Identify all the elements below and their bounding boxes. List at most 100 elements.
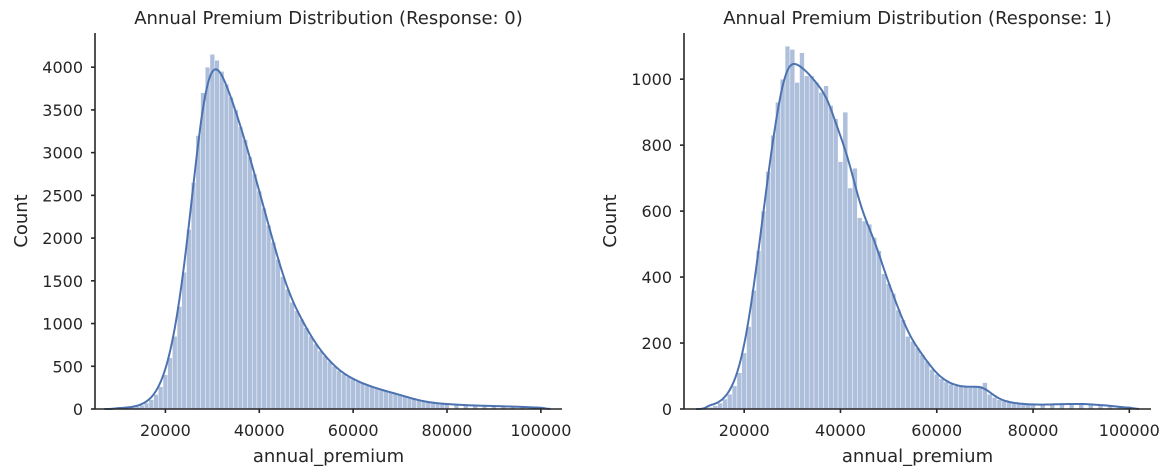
y-tick-label: 400 xyxy=(641,268,672,287)
histogram-bar xyxy=(205,66,211,410)
histogram-bar xyxy=(953,385,959,410)
histogram-bar xyxy=(727,393,733,410)
histogram-bar xyxy=(813,82,819,410)
histogram-bar xyxy=(943,381,949,410)
histogram-bar xyxy=(905,336,911,410)
histogram-bar xyxy=(374,388,380,410)
histogram-bar xyxy=(861,220,868,410)
histogram-bar xyxy=(852,168,858,410)
histogram-bar xyxy=(934,374,940,410)
histogram-bar xyxy=(162,374,168,410)
histogram-bar xyxy=(237,126,244,410)
histogram-bar xyxy=(256,190,262,410)
y-tick-label: 200 xyxy=(641,334,672,353)
chart-title: Annual Premium Distribution (Response: 0… xyxy=(134,8,523,29)
histogram-bar xyxy=(308,336,314,410)
chart-response-1: 20000 40000 60000 80000 100000 0 200 400 600 800 1… xyxy=(600,8,1160,467)
histogram-bar xyxy=(794,82,800,410)
histogram-bar xyxy=(350,378,356,410)
histogram-bar xyxy=(280,276,286,410)
histogram-bar xyxy=(388,392,394,410)
histogram-bar xyxy=(804,75,810,410)
histogram-bar xyxy=(963,387,969,410)
histogram-bar xyxy=(176,306,183,410)
x-tick-label: 100000 xyxy=(1099,421,1160,440)
histogram-bar xyxy=(181,272,187,410)
histogram-bars xyxy=(115,54,544,410)
histogram-bar xyxy=(416,400,422,410)
histogram-bar xyxy=(148,399,154,410)
y-tick-label: 800 xyxy=(641,136,672,155)
histogram-bar xyxy=(369,386,375,410)
y-axis-label: Count xyxy=(11,194,32,247)
histogram-bar xyxy=(383,390,389,410)
y-tick-label: 0 xyxy=(73,400,83,419)
x-axis-label: annual_premium xyxy=(842,446,993,467)
histogram-bar xyxy=(972,386,978,410)
histogram-bar xyxy=(355,381,361,410)
histogram-bar xyxy=(336,370,342,410)
histogram-bar xyxy=(722,398,728,410)
y-tick-label: 2500 xyxy=(42,186,83,205)
histogram-bar xyxy=(289,301,295,410)
y-axis-label: Count xyxy=(600,194,621,247)
histogram-bar xyxy=(900,319,906,410)
chart-title: Annual Premium Distribution (Response: 1… xyxy=(723,8,1112,29)
histogram-bar xyxy=(195,135,201,410)
histogram-bar xyxy=(731,385,738,410)
histogram-bar xyxy=(359,383,366,410)
histogram-bar xyxy=(345,376,351,410)
x-tick-label: 40000 xyxy=(234,421,285,440)
histogram-bar xyxy=(275,259,281,410)
histogram-bar xyxy=(770,135,776,410)
histogram-bar xyxy=(284,289,290,410)
histogram-bar xyxy=(996,399,1002,410)
histogram-bar xyxy=(847,187,853,410)
chart-response-0: 20000 40000 60000 80000 100000 0 500 1000 1500 20… xyxy=(11,8,571,467)
histogram-bar xyxy=(298,319,305,410)
histogram-bar xyxy=(967,387,974,410)
histogram-bar xyxy=(402,395,408,410)
histogram-bar xyxy=(991,397,998,410)
x-tick-label: 20000 xyxy=(719,421,770,440)
y-tick-label: 1500 xyxy=(42,272,83,291)
y-tick-label: 0 xyxy=(662,400,672,419)
x-tick-label: 20000 xyxy=(140,421,191,440)
histogram-bar xyxy=(871,237,877,410)
histogram-bar xyxy=(378,389,384,410)
y-tick-label: 3000 xyxy=(42,144,83,163)
histogram-bar xyxy=(172,336,178,410)
x-tick-label: 40000 xyxy=(815,421,866,440)
histogram-bar xyxy=(411,398,417,410)
x-tick-label: 60000 xyxy=(911,421,962,440)
histogram-bar xyxy=(837,161,844,410)
histogram-bar xyxy=(341,373,347,410)
histogram-bar xyxy=(808,75,815,410)
histogram-bar xyxy=(153,394,159,410)
histogram-bar xyxy=(242,139,248,410)
histogram-bar xyxy=(919,354,925,410)
histogram-bar xyxy=(789,49,795,410)
histogram-bar xyxy=(895,309,901,410)
histogram-bar xyxy=(252,173,258,410)
histogram-bar xyxy=(406,397,413,410)
histogram-bar xyxy=(982,382,988,410)
x-tick-label: 60000 xyxy=(328,421,379,440)
histogram-bar xyxy=(397,394,403,410)
x-tick-label: 80000 xyxy=(422,421,473,440)
histogram-bar xyxy=(828,105,834,410)
histogram-bar xyxy=(364,384,370,410)
histogram-bar xyxy=(780,78,786,410)
kde-curve xyxy=(104,68,551,410)
histogram-bar xyxy=(784,45,791,410)
histogram-bar xyxy=(958,386,964,410)
histogram-bar xyxy=(247,156,253,410)
histogram-bar xyxy=(331,366,337,410)
histogram-bar xyxy=(886,283,892,410)
histogram-bar xyxy=(223,84,229,410)
histogram-bar xyxy=(775,102,781,410)
histogram-bar xyxy=(914,347,921,410)
histogram-bar xyxy=(823,85,829,410)
x-tick-label: 80000 xyxy=(1008,421,1059,440)
histogram-bar xyxy=(219,71,225,410)
